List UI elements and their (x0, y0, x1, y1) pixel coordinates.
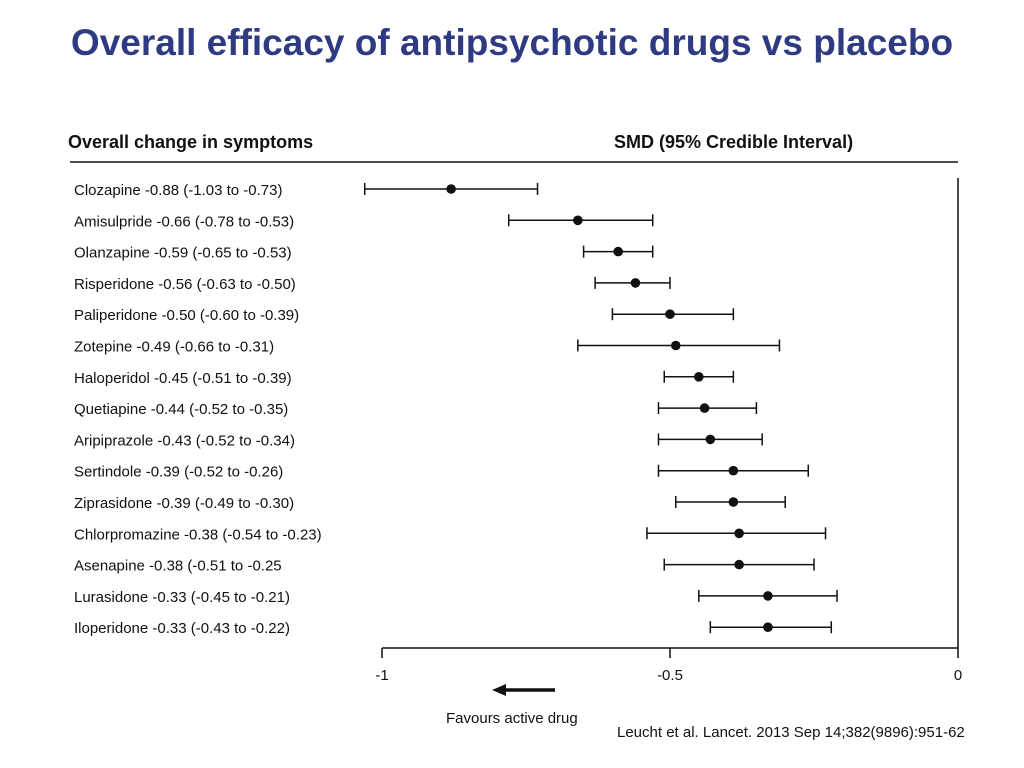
row-label: Lurasidone -0.33 (-0.45 to -0.21) (74, 589, 290, 606)
point-estimate (665, 309, 675, 320)
citation: Leucht et al. Lancet. 2013 Sep 14;382(98… (617, 724, 965, 741)
axis-tick-label: 0 (954, 667, 962, 684)
point-estimate (613, 246, 623, 257)
point-estimate (734, 559, 744, 570)
forest-row: Zotepine -0.49 (-0.66 to -0.31) (74, 339, 781, 356)
forest-row: Paliperidone -0.50 (-0.60 to -0.39) (74, 307, 735, 324)
forest-row: Aripiprazole -0.43 (-0.52 to -0.34) (74, 432, 763, 449)
right-column-header: SMD (95% Credible Interval) (614, 132, 854, 152)
row-label: Clozapine -0.88 (-1.03 to -0.73) (74, 182, 282, 199)
point-estimate (763, 591, 773, 601)
row-label: Paliperidone -0.50 (-0.60 to -0.39) (74, 307, 299, 324)
point-estimate (630, 278, 641, 288)
row-label: Asenapine -0.38 (-0.51 to -0.25 (74, 558, 282, 575)
row-label: Aripiprazole -0.43 (-0.52 to -0.34) (74, 432, 295, 449)
forest-row: Asenapine -0.38 (-0.51 to -0.25 (74, 558, 815, 575)
row-label: Haloperidol -0.45 (-0.51 to -0.39) (74, 370, 292, 387)
forest-row: Clozapine -0.88 (-1.03 to -0.73) (74, 182, 539, 199)
forest-row: Lurasidone -0.33 (-0.45 to -0.21) (74, 589, 838, 606)
forest-row: Amisulpride -0.66 (-0.78 to -0.53) (74, 213, 654, 230)
point-estimate (670, 340, 681, 351)
point-estimate (694, 372, 704, 382)
favours-arrow-icon (492, 684, 555, 696)
x-axis: -1 -0.5 0 (375, 647, 962, 684)
forest-row: Ziprasidone -0.39 (-0.49 to -0.30) (74, 495, 786, 512)
point-estimate (728, 497, 739, 507)
forest-row: Sertindole -0.39 (-0.52 to -0.26) (74, 464, 809, 481)
forest-rows: Clozapine -0.88 (-1.03 to -0.73) Amisulpr… (74, 182, 838, 637)
row-label: Ziprasidone -0.39 (-0.49 to -0.30) (74, 495, 294, 512)
forest-row: Chlorpromazine -0.38 (-0.54 to -0.23) (74, 526, 827, 543)
axis-tick-label: -1 (375, 667, 388, 684)
row-label: Quetiapine -0.44 (-0.52 to -0.35) (74, 401, 288, 418)
point-estimate (728, 465, 739, 476)
row-label: Risperidone -0.56 (-0.63 to -0.50) (74, 276, 296, 293)
row-label: Zotepine -0.49 (-0.66 to -0.31) (74, 339, 274, 356)
row-label: Amisulpride -0.66 (-0.78 to -0.53) (74, 213, 294, 230)
point-estimate (763, 622, 773, 632)
page-title: Overall efficacy of antipsychotic drugs … (70, 22, 954, 63)
row-label: Sertindole -0.39 (-0.52 to -0.26) (74, 464, 283, 481)
row-label: Iloperidone -0.33 (-0.43 to -0.22) (74, 620, 290, 637)
point-estimate (705, 434, 716, 445)
forest-row: Haloperidol -0.45 (-0.51 to -0.39) (74, 370, 735, 387)
point-estimate (734, 528, 744, 539)
row-label: Olanzapine -0.59 (-0.65 to -0.53) (74, 245, 292, 262)
axis-tick-label: -0.5 (657, 667, 683, 684)
row-label: Chlorpromazine -0.38 (-0.54 to -0.23) (74, 526, 322, 543)
forest-row: Risperidone -0.56 (-0.63 to -0.50) (74, 276, 671, 293)
point-estimate (573, 215, 583, 226)
forest-row: Olanzapine -0.59 (-0.65 to -0.53) (74, 245, 654, 262)
point-estimate (699, 403, 710, 413)
forest-row: Iloperidone -0.33 (-0.43 to -0.22) (74, 620, 833, 637)
point-estimate (446, 184, 456, 194)
left-column-header: Overall change in symptoms (68, 132, 314, 152)
forest-row: Quetiapine -0.44 (-0.52 to -0.35) (74, 401, 758, 418)
favours-label: Favours active drug (446, 710, 578, 727)
